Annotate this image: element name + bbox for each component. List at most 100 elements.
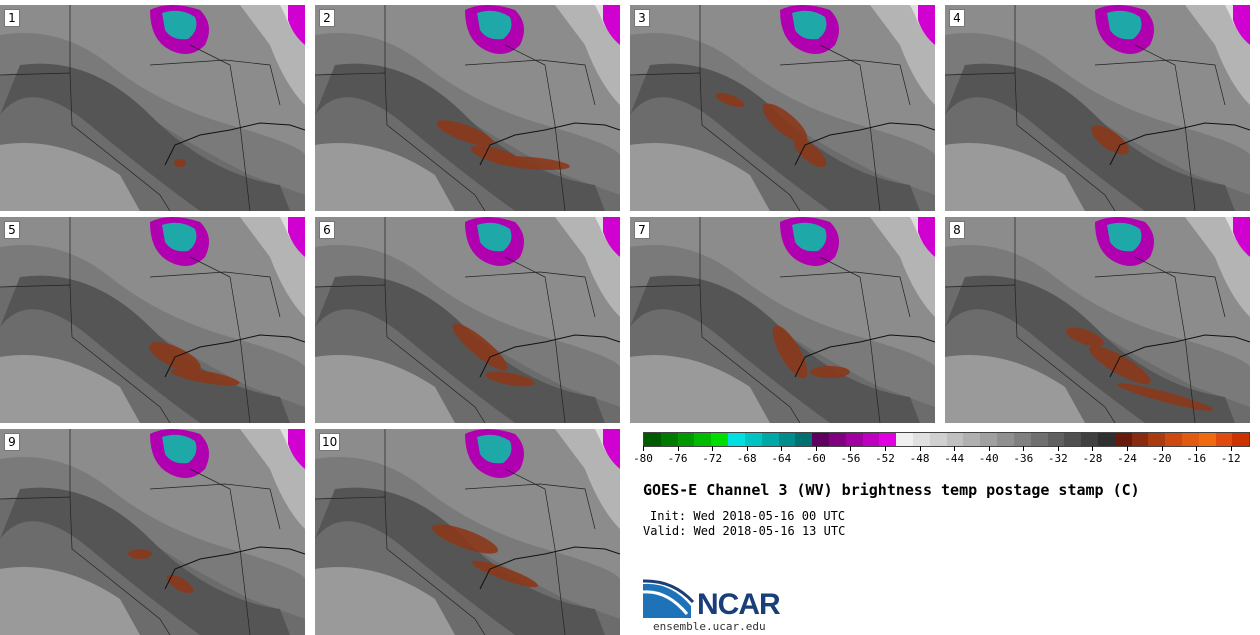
- colorbar-swatch: [980, 433, 998, 446]
- satellite-map: [315, 5, 620, 211]
- colorbar-tick-label: -32: [1047, 452, 1068, 465]
- colorbar-swatch: [694, 433, 712, 446]
- colorbar-swatch: [828, 433, 846, 446]
- colorbar-tick: [1161, 446, 1163, 451]
- colorbar-tick-label: -44: [944, 452, 965, 465]
- colorbar-swatch: [1047, 433, 1065, 446]
- valid-time: Valid: Wed 2018-05-16 13 UTC: [643, 524, 846, 538]
- panel-number: 3: [634, 9, 650, 27]
- postage-stamp-panel: 8: [945, 217, 1250, 423]
- postage-stamp-panel: 9: [0, 429, 305, 635]
- colorbar-swatch: [677, 433, 695, 446]
- panel-number: 1: [4, 9, 20, 27]
- colorbar-tick: [919, 446, 921, 451]
- colorbar-ticks: -80 -76 -72 -68 -64 -60 -56 -52 -48 -44 -40 -36 -32 -…: [633, 446, 1248, 466]
- colorbar-tick: [1023, 446, 1025, 451]
- colorbar-tick-label: -72: [702, 452, 723, 465]
- colorbar-swatch: [1097, 433, 1115, 446]
- colorbar-swatch: [1013, 433, 1031, 446]
- panel-number: 10: [319, 433, 341, 451]
- panel-number: 5: [4, 221, 20, 239]
- postage-stamp-panel: 3: [630, 5, 935, 211]
- colorbar-swatch: [1232, 433, 1250, 446]
- colorbar-swatch: [644, 433, 661, 446]
- colorbar-tick-label: -24: [1117, 452, 1137, 465]
- postage-stamp-panel: 1: [0, 5, 305, 211]
- colorbar-swatch: [1131, 433, 1149, 446]
- colorbar-swatch: [963, 433, 981, 446]
- site-url[interactable]: ensemble.ucar.edu: [653, 620, 766, 633]
- colorbar-swatch: [896, 433, 913, 446]
- colorbar-tick-label: -56: [840, 452, 861, 465]
- colorbar-tick: [1127, 446, 1128, 451]
- colorbar-tick: [1057, 446, 1059, 451]
- satellite-map: [945, 5, 1250, 211]
- postage-stamp-panel: 5: [0, 217, 305, 423]
- colorbar-swatch: [1215, 433, 1233, 446]
- colorbar-swatch: [1030, 433, 1048, 446]
- logo-text: NCAR: [697, 588, 781, 621]
- colorbar-swatch: [744, 433, 762, 446]
- colorbar-swatch: [862, 433, 880, 446]
- panel-number: 4: [949, 9, 965, 27]
- panel-number: 2: [319, 9, 335, 27]
- postage-stamp-panel: 7: [630, 217, 935, 423]
- panel-number: 8: [949, 221, 965, 239]
- satellite-map: [315, 429, 620, 635]
- satellite-map: [315, 217, 620, 423]
- colorbar-swatch: [845, 433, 863, 446]
- colorbar-tick-label: -28: [1082, 452, 1103, 465]
- panel-number: 6: [319, 221, 335, 239]
- colorbar-swatch: [728, 433, 745, 446]
- colorbar-tick: [850, 446, 852, 451]
- colorbar-tick: [885, 446, 886, 451]
- colorbar-swatch: [929, 433, 947, 446]
- colorbar-tick: [988, 446, 990, 451]
- satellite-map: [0, 5, 305, 211]
- init-time: Init: Wed 2018-05-16 00 UTC: [650, 509, 846, 523]
- colorbar-swatch: [1198, 433, 1216, 446]
- satellite-map: [0, 429, 305, 635]
- colorbar-tick-label: -68: [736, 452, 757, 465]
- satellite-map: [0, 217, 305, 423]
- colorbar-swatch: [660, 433, 678, 446]
- colorbar-tick-label: -60: [805, 452, 826, 465]
- colorbar-swatch: [778, 433, 796, 446]
- satellite-map: [945, 217, 1250, 423]
- postage-stamp-panel: 6: [315, 217, 620, 423]
- colorbar-tick-label: -12: [1220, 452, 1241, 465]
- colorbar-swatch: [711, 433, 729, 446]
- colorbar-swatch: [761, 433, 779, 446]
- colorbar-tick: [712, 446, 714, 451]
- postage-stamp-panel: 2: [315, 5, 620, 211]
- colorbar-tick-label: -48: [909, 452, 930, 465]
- colorbar-tick-label: -40: [978, 452, 999, 465]
- colorbar-tick: [677, 446, 679, 451]
- colorbar-swatch: [997, 433, 1014, 446]
- colorbar-swatch: [946, 433, 964, 446]
- postage-stamp-panel: 4: [945, 5, 1250, 211]
- panel-number: 7: [634, 221, 650, 239]
- colorbar-tick-label: -36: [1013, 452, 1034, 465]
- colorbar-tick-label: -52: [875, 452, 895, 465]
- colorbar-swatch: [913, 433, 930, 446]
- colorbar-tick: [781, 446, 783, 451]
- satellite-map: [630, 217, 935, 423]
- colorbar-tick: [1230, 446, 1232, 451]
- colorbar-tick-label: -16: [1186, 452, 1207, 465]
- colorbar-swatch: [1114, 433, 1132, 446]
- colorbar-tick: [1092, 446, 1094, 451]
- colorbar-tick-label: -76: [667, 452, 688, 465]
- colorbar-tick: [643, 446, 644, 451]
- colorbar-swatch: [1148, 433, 1166, 446]
- colorbar-tick-label: -64: [771, 452, 792, 465]
- colorbar-tick: [1196, 446, 1198, 451]
- panel-number: 9: [4, 433, 20, 451]
- colorbar-tick-label: -80: [633, 452, 653, 465]
- colorbar-tick: [815, 446, 817, 451]
- colorbar-swatch: [812, 433, 829, 446]
- colorbar-tick-label: -20: [1151, 452, 1172, 465]
- colorbar-swatch: [1081, 433, 1098, 446]
- satellite-map: [630, 5, 935, 211]
- colorbar-swatch: [1165, 433, 1182, 446]
